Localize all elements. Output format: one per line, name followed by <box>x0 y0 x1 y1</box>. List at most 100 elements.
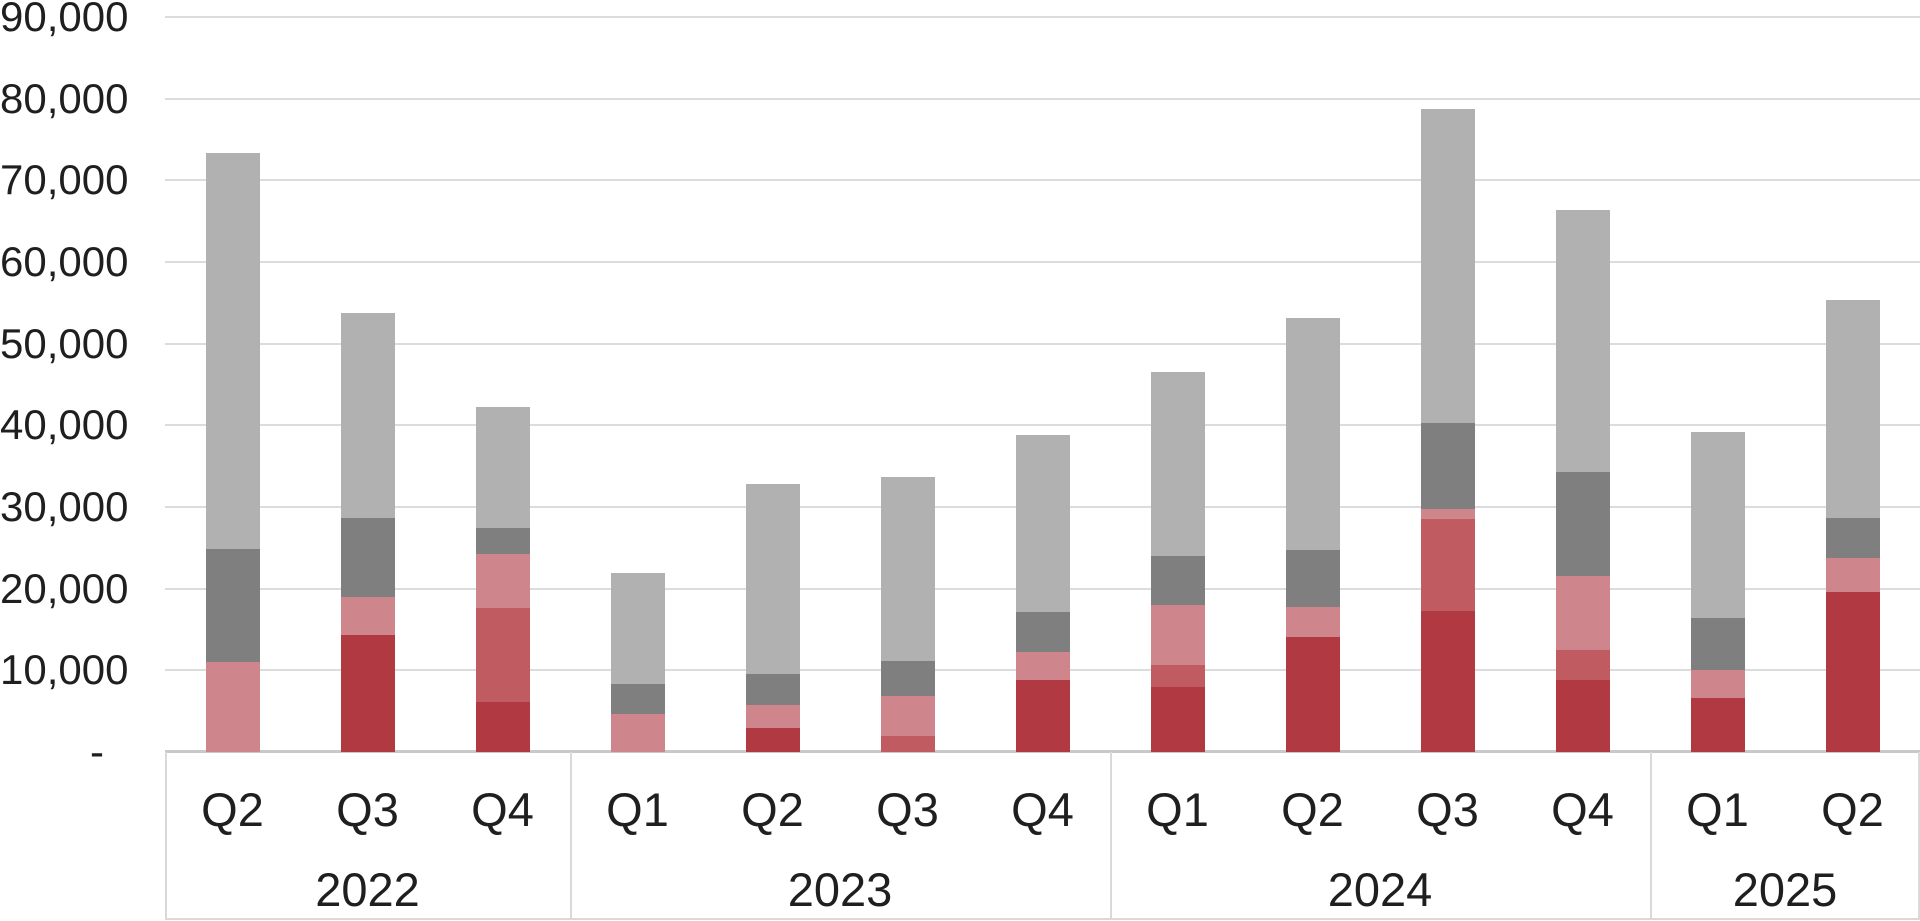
bar-segment-dark-gray <box>1825 517 1880 558</box>
bar-segment-dark-gray <box>1690 618 1745 671</box>
bar-segment-dark-gray <box>1420 422 1475 510</box>
x-axis-year-label: 2022 <box>315 863 420 916</box>
y-axis-tick-label: 90,000 <box>0 0 129 40</box>
y-axis-tick-label: 80,000 <box>0 74 129 122</box>
bar-segment-light-gray <box>880 476 935 661</box>
x-axis-quarter-label: Q4 <box>1011 783 1074 836</box>
year-group-separator <box>1918 752 1920 919</box>
x-axis-quarter-label: Q4 <box>471 783 534 836</box>
plot-area <box>165 16 1920 753</box>
x-axis-quarter-label: Q1 <box>1146 783 1209 836</box>
bar <box>1285 317 1340 752</box>
bar <box>1555 209 1610 752</box>
bar-segment-light-gray <box>1690 431 1745 619</box>
bar <box>1015 435 1070 752</box>
bar-segment-dark-red <box>475 702 530 752</box>
bar <box>1150 372 1205 752</box>
x-axis-quarter-label: Q2 <box>741 783 804 836</box>
gridline <box>165 179 1920 182</box>
bar-segment-medium-red <box>475 608 530 703</box>
gridline <box>165 342 1920 345</box>
bar <box>880 476 935 752</box>
gridline <box>165 261 1920 263</box>
bar-segment-medium-red <box>1420 519 1475 611</box>
bar-segment-dark-red <box>1555 680 1610 752</box>
year-group-separator <box>1650 752 1652 919</box>
x-axis-bottom-border <box>165 918 1920 920</box>
bar-segment-light-gray <box>475 407 530 529</box>
y-axis-tick-label: - <box>90 728 104 775</box>
bar-segment-light-red <box>1690 670 1745 699</box>
bar <box>1420 108 1475 752</box>
bar-segment-light-red <box>1015 652 1070 681</box>
bar-segment-dark-gray <box>880 660 935 697</box>
bar-segment-dark-red <box>1285 636 1340 752</box>
x-axis-quarter-label: Q1 <box>1686 783 1749 836</box>
bar-segment-dark-red <box>340 635 395 752</box>
gridline <box>165 424 1920 427</box>
y-axis-tick-label: 60,000 <box>0 238 129 285</box>
bar <box>205 152 260 752</box>
bar-segment-light-gray <box>1555 209 1610 472</box>
bar-segment-light-gray <box>610 573 665 685</box>
gridline <box>165 97 1920 100</box>
bar-segment-light-red <box>1555 576 1610 650</box>
x-axis-quarter-label: Q2 <box>201 783 264 836</box>
bar-segment-light-gray <box>745 484 800 674</box>
x-axis-quarter-label: Q4 <box>1551 783 1614 836</box>
year-group-separator <box>1110 752 1112 919</box>
bar-segment-light-gray <box>1420 108 1475 423</box>
year-group-separator <box>165 752 167 919</box>
y-axis-tick-label: 30,000 <box>0 483 129 530</box>
bar-segment-light-red <box>610 713 665 752</box>
x-axis-year-label: 2023 <box>787 863 893 916</box>
x-axis-quarter-label: Q3 <box>876 783 939 836</box>
bar <box>340 313 395 752</box>
bar-segment-dark-red <box>1015 680 1070 752</box>
bar-segment-dark-red <box>1150 686 1205 752</box>
bar-segment-light-gray <box>1015 435 1070 612</box>
x-axis-quarter-label: Q2 <box>1281 783 1344 836</box>
bar-segment-light-red <box>1825 557 1880 592</box>
bar <box>1690 431 1745 752</box>
bar-segment-light-gray <box>340 313 395 518</box>
y-axis-tick-label: 20,000 <box>0 564 129 612</box>
bar-segment-medium-red <box>1150 665 1205 687</box>
x-axis-quarter-label: Q2 <box>1821 783 1884 836</box>
bar-segment-light-gray <box>1285 317 1340 551</box>
bar <box>475 407 530 752</box>
bar-segment-dark-gray <box>610 684 665 714</box>
bar-segment-dark-red <box>1825 591 1880 752</box>
bar-segment-light-gray <box>1825 300 1880 518</box>
gridline <box>165 16 1920 18</box>
bar-segment-light-red <box>1420 509 1475 520</box>
bar-segment-medium-red <box>880 735 935 752</box>
bar-segment-dark-red <box>745 728 800 752</box>
x-axis-year-label: 2024 <box>1327 863 1433 916</box>
bar-segment-light-gray <box>205 152 260 549</box>
bar-segment-dark-gray <box>745 673 800 706</box>
bar-segment-dark-gray <box>475 528 530 554</box>
x-axis-quarter-label: Q3 <box>1416 783 1479 836</box>
y-axis-tick-label: 50,000 <box>0 319 129 367</box>
bar-segment-dark-gray <box>1015 611 1070 653</box>
bar-segment-light-red <box>745 705 800 729</box>
y-axis-tick-label: 10,000 <box>0 646 129 694</box>
y-axis-tick-label: 40,000 <box>0 401 129 449</box>
bar-segment-dark-red <box>1420 610 1475 752</box>
bar <box>610 573 665 752</box>
x-axis-year-label: 2025 <box>1732 863 1838 916</box>
bar-segment-light-red <box>205 662 260 752</box>
bar-segment-light-red <box>880 696 935 736</box>
x-axis-quarter-label: Q3 <box>336 783 399 836</box>
x-axis-quarter-label: Q1 <box>606 783 669 836</box>
bar-segment-light-red <box>475 553 530 609</box>
bar-segment-dark-gray <box>205 548 260 663</box>
year-group-separator <box>570 752 572 919</box>
y-axis-tick-label: 70,000 <box>0 156 129 204</box>
bar-segment-light-red <box>1285 607 1340 637</box>
bar-segment-medium-red <box>1555 649 1610 681</box>
bar-segment-dark-red <box>1690 698 1745 752</box>
bar-segment-light-red <box>340 596 395 636</box>
